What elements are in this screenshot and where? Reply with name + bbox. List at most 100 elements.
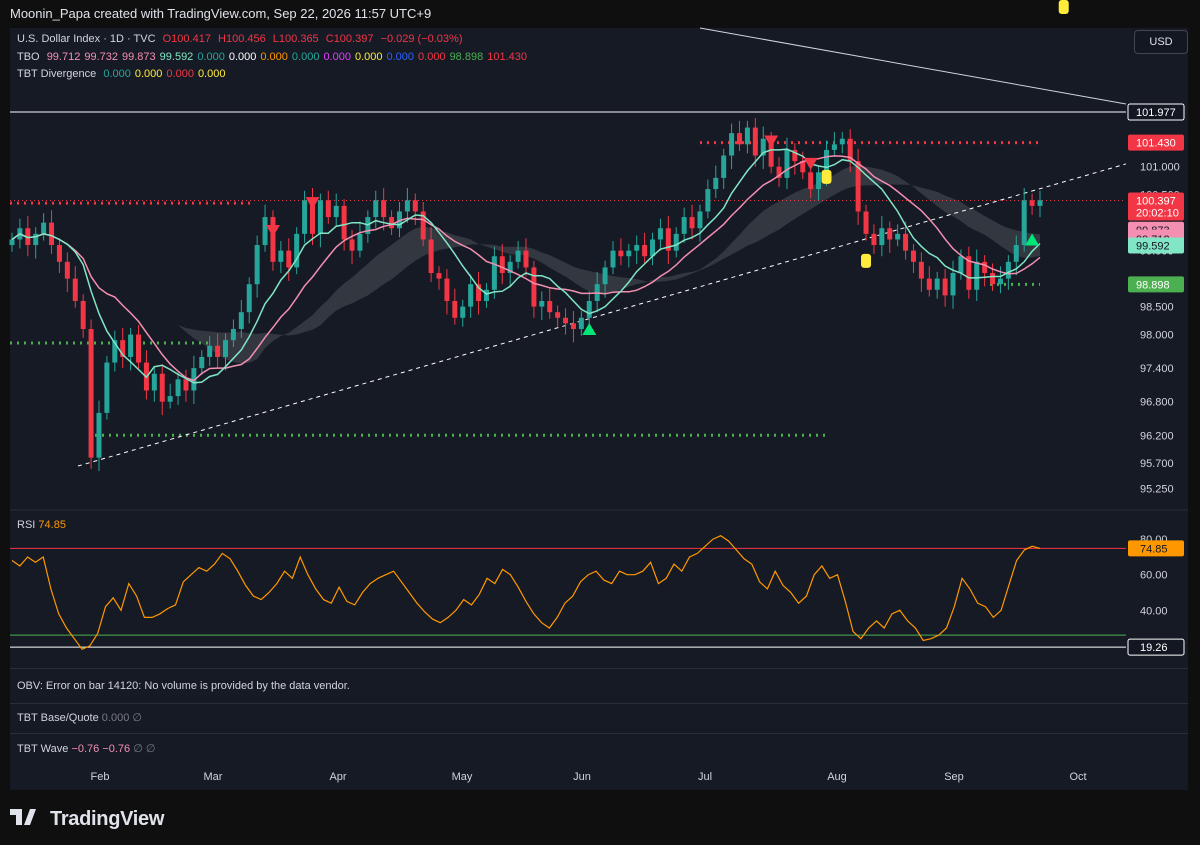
tbt-wave-legend: TBT Wave −0.76 −0.76 ∅ ∅ (17, 742, 155, 755)
candle-body (159, 373, 165, 402)
candle-body (254, 245, 260, 285)
tbt-div-value-2: 0.000 (166, 68, 194, 80)
candle-body (499, 256, 505, 274)
candle-body (128, 334, 134, 357)
tbt-wave-label[interactable]: TBT Wave (17, 743, 69, 755)
rsi-label[interactable]: RSI (17, 519, 36, 531)
candle-body (9, 239, 15, 246)
candle-body (634, 245, 640, 251)
candle-body (373, 200, 379, 218)
tbo-value-8: 0.000 (323, 51, 351, 63)
candle-body (847, 138, 853, 162)
candle-body (183, 379, 189, 391)
candle-body (792, 149, 798, 162)
candle-body (1037, 200, 1043, 206)
candle-body (839, 138, 845, 145)
candle-body (270, 217, 276, 262)
candle-body (191, 368, 197, 391)
tbt-div-value-3: 0.000 (197, 68, 226, 80)
candle-body (483, 289, 489, 301)
candle-body (626, 250, 632, 257)
candle-body (768, 138, 774, 167)
tbo-value-4: 0.000 (197, 51, 225, 63)
legend-change: −0.029 (−0.03%) (380, 33, 463, 45)
pane-divider[interactable] (10, 733, 1188, 734)
signal-triangle-icon (1025, 233, 1040, 246)
candle-body (238, 312, 244, 329)
candle-body (25, 228, 31, 246)
candle-body (958, 256, 964, 274)
legend-tbo-label[interactable]: TBO (17, 51, 40, 63)
candle-body (563, 317, 569, 324)
candle-body (879, 228, 885, 246)
legend-symbol[interactable]: U.S. Dollar Index · 1D · TVC (17, 33, 156, 45)
tbt-base-label[interactable]: TBT Base/Quote (17, 712, 99, 724)
tbt-base-legend: TBT Base/Quote 0.000 ∅ (17, 711, 142, 724)
rsi-legend-value: 74.85 (38, 519, 66, 531)
price-level-tag-label: 101.430 (1136, 138, 1176, 150)
candle-body (784, 149, 790, 178)
tradingview-logo-icon (10, 807, 42, 832)
tbo-value-7: 0.000 (291, 51, 320, 63)
tbo-value-1: 99.732 (84, 51, 118, 63)
legend-tbo: TBO 99.712 99.732 99.873 99.592 0.000 0.000 0.… (17, 51, 531, 63)
candle-body (808, 172, 814, 190)
legend-tbt-label[interactable]: TBT Divergence (17, 68, 97, 80)
tbt-base-value: 0.000 (101, 712, 130, 724)
legend-open: O100.417 (162, 33, 211, 45)
candle-body (136, 334, 142, 363)
chart-panel[interactable] (10, 28, 1188, 790)
tbo-value-5: 0.000 (228, 51, 257, 63)
candle-body (578, 317, 584, 329)
candle-body (460, 306, 466, 318)
candle-body (934, 278, 940, 290)
tbo-slow-line (11, 155, 1041, 382)
candle-body (389, 217, 395, 229)
price-tick-label: 96.200 (1140, 430, 1174, 442)
descending-trendline (699, 27, 1127, 105)
candle-body (357, 233, 363, 251)
rsi-value-tag-label: 74.85 (1140, 543, 1168, 555)
candle-body (262, 217, 268, 246)
candle-body (586, 300, 592, 318)
candle-body (428, 239, 434, 274)
candle-body (618, 250, 624, 257)
candle-body (396, 211, 402, 229)
candle-body (507, 261, 513, 274)
price-level-tag-label: 100.397 (1136, 195, 1176, 207)
tbo-value-0: 99.712 (46, 51, 81, 63)
candle-body (72, 278, 78, 301)
tbo-value-13: 101.430 (487, 51, 527, 63)
candle-body (452, 300, 458, 318)
tbo-value-10: 0.000 (386, 51, 415, 63)
candle-body (982, 261, 988, 274)
candle-body (523, 250, 529, 268)
price-tick-label: 101.000 (1140, 162, 1180, 174)
candle-body (341, 205, 347, 240)
signal-triangle-icon (764, 135, 779, 148)
candle-body (476, 284, 482, 301)
candle-body (602, 267, 608, 285)
ascending-dashed-trendline (77, 163, 1127, 467)
footer-brand: TradingView (10, 806, 164, 832)
tbo-value-2: 99.873 (122, 51, 156, 63)
tbt-wave-v2: −0.76 (102, 743, 131, 755)
candle-body (721, 155, 727, 178)
candle-body (966, 256, 972, 290)
candle-body (49, 222, 55, 246)
currency-button[interactable]: USD (1134, 30, 1188, 54)
candle-body (776, 166, 782, 178)
time-axis-label: Sep (944, 771, 964, 783)
pane-divider[interactable] (10, 668, 1188, 669)
candle-body (855, 161, 861, 212)
tbo-value-3: 99.592 (159, 51, 194, 63)
brand-name: TradingView (50, 807, 165, 830)
price-tick-label: 98.000 (1140, 330, 1174, 342)
price-level-tag (1128, 237, 1184, 254)
candle-body (41, 222, 47, 234)
candle-body (444, 278, 450, 301)
candle-body (950, 273, 956, 296)
pane-divider[interactable] (10, 703, 1188, 704)
price-tick-label: 95.250 (1140, 483, 1174, 495)
